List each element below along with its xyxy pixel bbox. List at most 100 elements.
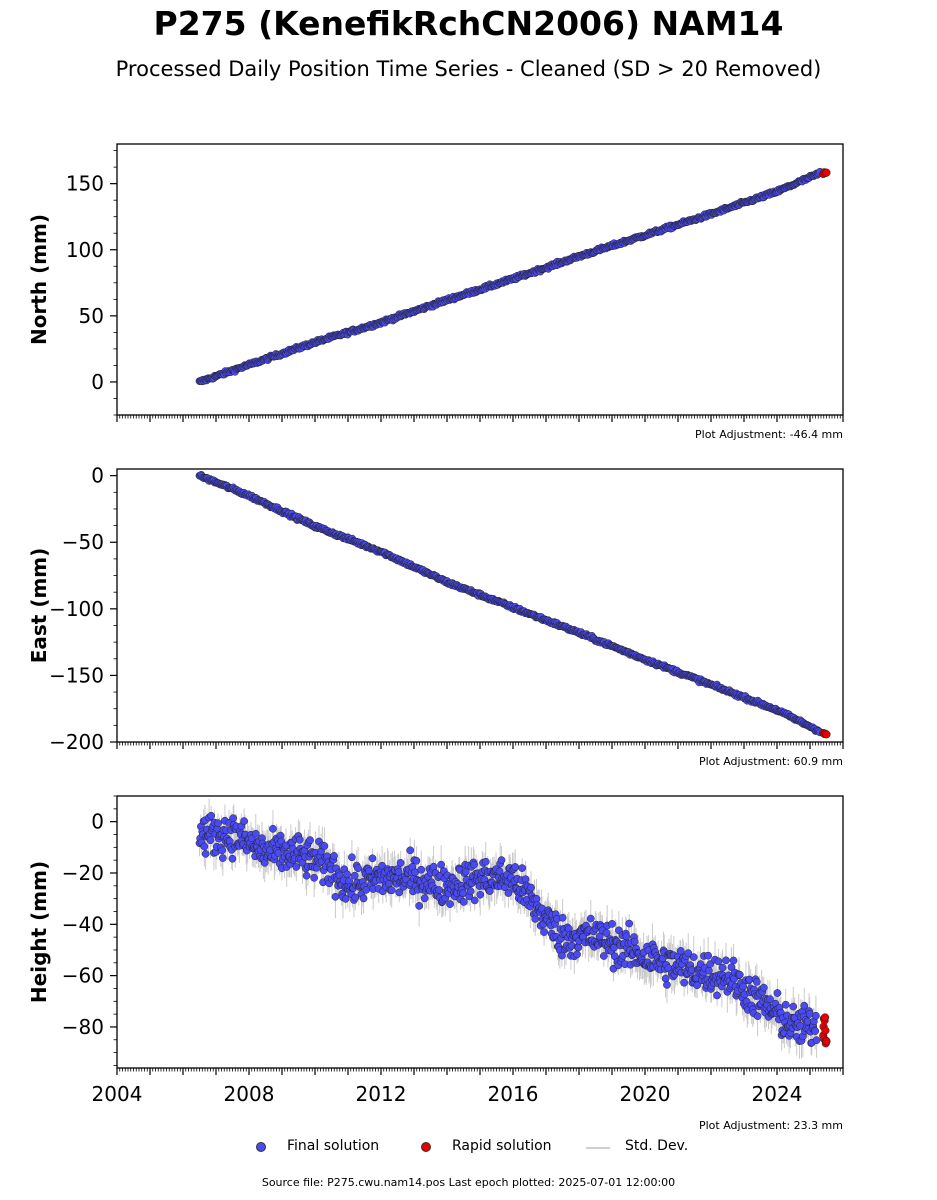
final-solution-point (661, 974, 670, 983)
y-tick-label: −200 (49, 730, 104, 754)
final-solution-point (558, 913, 567, 922)
chart-subtitle: Processed Daily Position Time Series - C… (115, 57, 822, 81)
final-solution-point (540, 928, 548, 936)
plot-adjustment-label: Plot Adjustment: 60.9 mm (699, 755, 843, 768)
final-solution-point (240, 817, 248, 825)
chart-title: P275 (KenefikRchCN2006) NAM14 (153, 4, 784, 43)
final-solution-point (306, 836, 314, 844)
final-solution-point (518, 864, 526, 872)
final-solution-point (608, 920, 616, 928)
final-solution-point (435, 886, 443, 894)
panel-east: 0 −50 −100 −150 −200 East (mm) Plot Adjustment… (27, 464, 844, 768)
y-tick-label: −50 (62, 530, 104, 554)
panel-height-data (195, 798, 831, 1059)
y-tick-label: −100 (49, 597, 104, 621)
final-solution-point (574, 943, 583, 952)
final-solution-point (362, 885, 371, 894)
final-solution-point (229, 814, 237, 823)
final-solution-point (663, 980, 671, 989)
final-solution-point (511, 863, 520, 871)
y-tick-label: 0 (91, 464, 104, 488)
panel-east-data (195, 470, 831, 739)
panel-frame-east (116, 468, 844, 743)
panel-north: 0 50 100 150 North (mm) Plot Adjustment: -46.… (27, 143, 844, 441)
final-solution-point (292, 863, 301, 871)
final-solution-point (504, 889, 513, 897)
final-solution-point (350, 871, 359, 880)
final-solution-point (417, 865, 426, 874)
final-solution-point (269, 824, 277, 833)
rapid-solution-point (822, 730, 831, 739)
final-solution-point (470, 896, 479, 905)
plot-adjustment-label: Plot Adjustment: -46.4 mm (695, 428, 843, 441)
final-solution-point (341, 895, 350, 903)
final-solution-point (486, 887, 494, 895)
final-solution-point (415, 902, 424, 910)
final-solution-point (527, 883, 535, 892)
final-solution-point (630, 937, 639, 946)
final-solution-point (446, 900, 454, 908)
final-solution-point (573, 950, 581, 959)
final-solution-point (302, 871, 311, 880)
final-solution-point (599, 952, 608, 960)
final-solution-point (602, 929, 611, 937)
final-solution-point (586, 914, 595, 923)
final-solution-point (495, 867, 504, 876)
final-solution-point (406, 846, 415, 855)
final-solution-point (251, 829, 260, 838)
final-solution-point (476, 890, 485, 899)
y-tick-label: 0 (91, 370, 104, 394)
final-solution-point (218, 854, 227, 862)
final-solution-point (412, 856, 421, 865)
final-solution-point (420, 894, 429, 903)
final-solution-point (459, 889, 467, 898)
final-solution-point (368, 854, 377, 863)
x-ticks-east (116, 742, 844, 749)
y-axis-label: North (mm) (27, 214, 51, 345)
final-solution-point (214, 819, 222, 828)
final-solution-point (387, 886, 396, 895)
y-tick-label: −150 (49, 663, 104, 687)
final-solution-point (625, 919, 634, 928)
final-solution-point (470, 860, 478, 869)
final-solution-point (201, 850, 210, 858)
y-tick-label: 50 (79, 304, 104, 328)
rapid-solution-point (822, 168, 831, 177)
final-solution-point (351, 893, 360, 902)
y-tick-label: 150 (66, 172, 104, 196)
final-solution-point (459, 898, 468, 906)
final-solution-point (531, 915, 540, 923)
final-solution-points-height (195, 811, 821, 1047)
final-solution-point (437, 860, 445, 869)
panel-north-data (195, 167, 831, 386)
final-solution-points-north (195, 167, 824, 386)
final-solution-point (274, 849, 283, 857)
final-solution-point (396, 859, 405, 867)
y-axis-north: 0 50 100 150 (66, 150, 117, 416)
rapid-solution-points-east (819, 728, 831, 739)
final-solution-point (622, 932, 631, 941)
final-solution-point (320, 842, 329, 850)
final-solution-point (497, 856, 506, 864)
final-solution-point (207, 811, 216, 820)
rapid-solution-points-north (819, 168, 831, 179)
final-solution-point (466, 887, 475, 896)
final-solution-point (394, 868, 403, 877)
final-solution-point (218, 846, 227, 855)
final-solution-point (295, 835, 304, 844)
y-tick-label: 100 (66, 238, 104, 262)
final-solution-point (228, 854, 237, 863)
final-solution-point (330, 852, 338, 860)
final-solution-point (200, 842, 209, 851)
final-solution-point (359, 894, 368, 903)
final-solution-point (343, 870, 351, 879)
final-solution-point (310, 873, 318, 882)
final-solution-point (348, 853, 356, 862)
final-solution-points-east (195, 470, 824, 737)
final-solution-point (481, 857, 490, 866)
y-axis-label: East (mm) (27, 548, 51, 664)
final-solution-point (354, 864, 362, 873)
x-ticks-north (116, 415, 844, 422)
